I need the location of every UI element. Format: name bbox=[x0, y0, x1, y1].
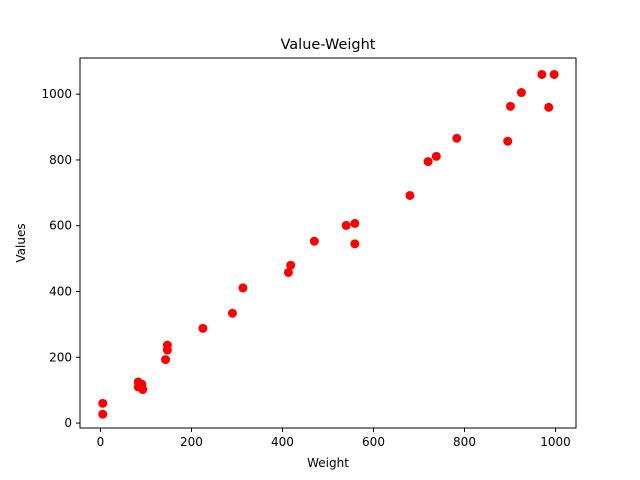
x-tick-label: 0 bbox=[97, 435, 105, 449]
x-tick-label: 400 bbox=[271, 435, 294, 449]
data-point bbox=[198, 323, 208, 333]
data-point bbox=[283, 267, 293, 277]
data-point bbox=[544, 102, 554, 112]
data-point bbox=[286, 260, 296, 270]
data-point bbox=[516, 88, 526, 98]
x-tick-label: 1000 bbox=[540, 435, 571, 449]
data-point bbox=[423, 157, 433, 167]
data-point bbox=[537, 69, 547, 79]
y-tick-label: 1000 bbox=[41, 87, 72, 101]
y-tick-label: 0 bbox=[64, 416, 72, 430]
data-point bbox=[227, 308, 237, 318]
y-tick-label: 400 bbox=[49, 285, 72, 299]
y-tick-label: 200 bbox=[49, 350, 72, 364]
y-tick-label: 600 bbox=[49, 219, 72, 233]
data-point bbox=[549, 69, 559, 79]
data-point bbox=[98, 409, 108, 419]
data-points bbox=[98, 69, 559, 419]
data-point bbox=[161, 355, 171, 365]
chart-title: Value-Weight bbox=[281, 37, 376, 53]
data-point bbox=[138, 385, 148, 395]
data-point bbox=[350, 239, 360, 249]
data-point bbox=[505, 101, 515, 111]
data-point bbox=[452, 133, 462, 143]
data-point bbox=[405, 190, 415, 200]
x-axis-ticks: 0 200 400 600 800 1000 bbox=[97, 428, 571, 449]
data-point bbox=[431, 151, 441, 161]
data-point bbox=[238, 283, 248, 293]
x-axis-label: Weight bbox=[307, 456, 349, 470]
x-tick-label: 200 bbox=[180, 435, 203, 449]
x-tick-label: 800 bbox=[453, 435, 476, 449]
y-axis-label: Values bbox=[14, 223, 28, 262]
data-point bbox=[503, 136, 513, 146]
data-point bbox=[98, 398, 108, 408]
plot-frame bbox=[79, 57, 577, 429]
x-tick-label: 600 bbox=[362, 435, 385, 449]
data-point bbox=[350, 218, 360, 228]
data-point bbox=[341, 220, 351, 230]
y-axis-ticks: 0 200 400 600 800 1000 bbox=[41, 87, 80, 430]
y-tick-label: 800 bbox=[49, 153, 72, 167]
data-point bbox=[309, 236, 319, 246]
data-point bbox=[162, 340, 172, 350]
